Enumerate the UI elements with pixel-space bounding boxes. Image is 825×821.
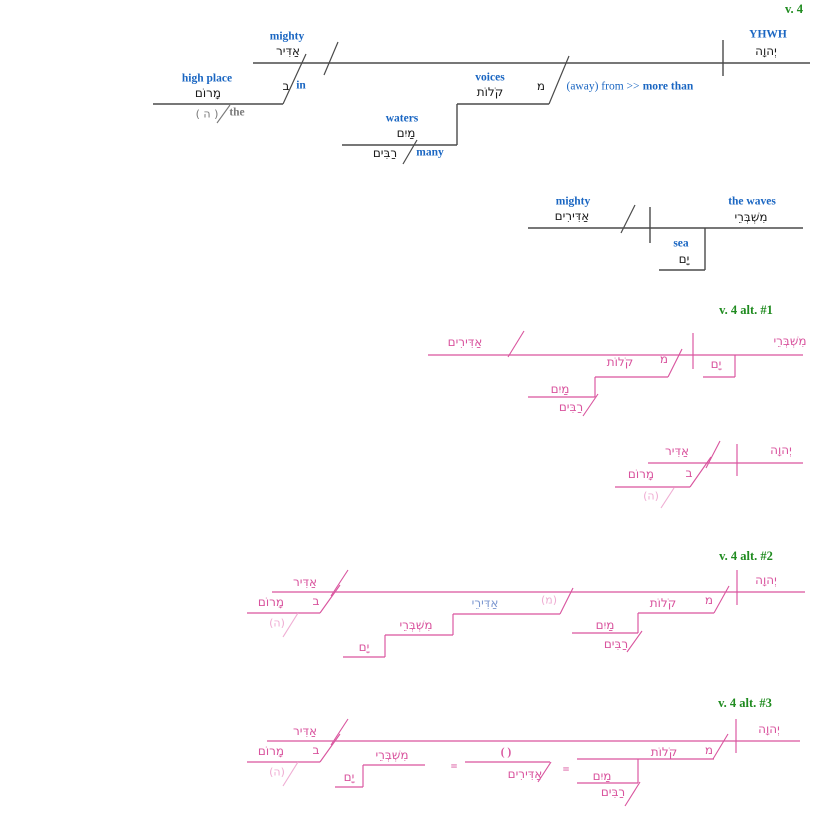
gloss-waters: waters — [385, 112, 419, 125]
modifier-slash-adirim — [537, 761, 552, 783]
gloss-many: many — [416, 146, 444, 159]
hebrew-yhwh: יְהוָה — [770, 443, 792, 457]
empty-parens: ( ) — [500, 746, 512, 759]
gloss-mighty: mighty — [555, 195, 591, 208]
gloss-voices: voices — [475, 71, 505, 84]
article-slash — [660, 487, 675, 509]
equals-sign-2: = — [562, 762, 570, 776]
predicate-slash-2 — [705, 440, 721, 469]
gloss-in: in — [296, 79, 306, 92]
gloss-yhwh: YHWH — [749, 28, 787, 41]
gloss-mighty: mighty — [269, 30, 305, 43]
preposition-mem-slash — [667, 348, 683, 378]
hebrew-adirim: אַדִּירִים — [507, 767, 543, 781]
article-slash — [216, 104, 231, 124]
hebrew-mishberei: מִשְׁבְּרֵי — [399, 618, 433, 632]
hebrew-qolot: קֹלוֹת — [476, 85, 504, 99]
hebrew-mem: מ — [659, 352, 669, 366]
preposition-bet-slash — [319, 733, 341, 763]
alt-label: v. 4 alt. #3 — [718, 695, 772, 710]
hebrew-adir: אַדִּיר — [664, 444, 690, 458]
hebrew-adir: אַדִּיר — [292, 575, 318, 589]
modifier-slash-rabbim — [582, 393, 599, 417]
hebrew-marom: מָרוֹם — [627, 467, 655, 481]
hebrew-adirim: אַדִּירִים — [447, 335, 483, 349]
article-slash — [282, 761, 299, 787]
hebrew-rabbim: רַבִּים — [603, 637, 629, 651]
hebrew-qolot: קֹלוֹת — [606, 355, 634, 369]
alt-label: v. 4 alt. #2 — [719, 548, 773, 563]
hebrew-adirei: אַדִּירֵי — [471, 596, 499, 610]
hebrew-mem: מ — [704, 743, 714, 757]
hebrew-bet: ב — [282, 79, 290, 93]
hebrew-yam: יָם — [343, 770, 355, 784]
predicate-slash — [330, 569, 349, 597]
hebrew-article-he: (ה) — [643, 489, 659, 503]
hebrew-mem-paren: (מ) — [540, 593, 558, 607]
hebrew-mayim: מַיִם — [595, 618, 615, 632]
hebrew-adir: אַדִּיר — [275, 44, 301, 58]
hebrew-mayim: מַיִם — [550, 382, 570, 396]
alt-label: v. 4 alt. #1 — [719, 302, 773, 317]
hebrew-adir: אַדִּיר — [292, 724, 318, 738]
hebrew-bet: ב — [312, 594, 320, 608]
gloss-high-place: high place — [181, 72, 233, 85]
hebrew-yhwh: יְהוָה — [758, 722, 780, 736]
preposition-mem-slash — [713, 585, 730, 614]
hebrew-adirim: אַדִּירִים — [554, 209, 590, 223]
hebrew-rabbim: רַבִּים — [558, 400, 584, 414]
hebrew-article-he: (ה) — [269, 765, 285, 779]
hebrew-mem: מ — [704, 593, 714, 607]
hebrew-marom: מָרוֹם — [257, 744, 285, 758]
hebrew-article-he: ( ה ) — [195, 107, 219, 121]
preposition-bet-slash — [689, 456, 712, 488]
equals-sign-1: = — [450, 759, 458, 773]
predicate-slash — [330, 718, 349, 746]
gloss-away-from: (away) from >> — [566, 80, 640, 93]
hebrew-marom: מָרוֹם — [194, 86, 222, 100]
gloss-more-than: more than — [642, 80, 694, 93]
hebrew-rabbim: רַבִּים — [600, 785, 626, 799]
gloss-the-waves: the waves — [728, 195, 776, 208]
preposition-bet-slash — [282, 53, 307, 105]
hebrew-mayim: מַיִם — [396, 126, 416, 140]
modifier-slash-rabbim — [624, 781, 641, 807]
preposition-bet-slash — [319, 584, 341, 614]
gloss-sea: sea — [673, 237, 689, 250]
preposition-mem-slash — [712, 733, 729, 760]
hebrew-mem: מ — [536, 79, 546, 93]
hebrew-mishberei: מִשְׁבְּרֵי — [734, 210, 768, 224]
hebrew-rabbim: רַבִּים — [372, 146, 398, 160]
hebrew-mishberei: מִשְׁבְּרֵי — [773, 334, 807, 348]
preposition-mem-slash — [548, 55, 570, 105]
hebrew-qolot: קֹלוֹת — [649, 596, 677, 610]
hebrew-bet: ב — [312, 743, 320, 757]
gloss-the: the — [229, 106, 245, 119]
verse-label: v. 4 — [784, 1, 804, 16]
predicate-slash — [620, 204, 636, 234]
hebrew-article-he: (ה) — [269, 616, 285, 630]
article-slash — [282, 612, 299, 638]
hebrew-mishberei: מִשְׁבְּרֵי — [375, 748, 409, 762]
predicate-slash — [507, 330, 525, 358]
hebrew-yam: יָם — [678, 252, 690, 266]
hebrew-yam: יָם — [710, 357, 722, 371]
predicate-slash — [323, 41, 339, 76]
hebrew-qolot: קֹלוֹת — [650, 745, 678, 759]
preposition-mem-paren-slash — [559, 587, 574, 615]
hebrew-marom: מָרוֹם — [257, 595, 285, 609]
hebrew-yhwh: יְהוָה — [755, 44, 777, 58]
hebrew-mayim: מַיִם — [592, 769, 612, 783]
modifier-slash-rabbim — [626, 630, 643, 653]
hebrew-bet: ב — [685, 466, 693, 480]
hebrew-yam: יָם — [358, 640, 370, 654]
modifier-slash-rabbim — [402, 139, 418, 165]
hebrew-yhwh: יְהוָה — [755, 573, 777, 587]
